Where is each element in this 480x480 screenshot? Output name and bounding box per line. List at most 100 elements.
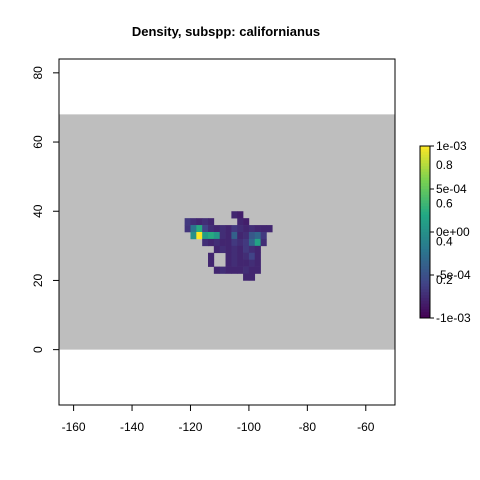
colorbar-segment — [420, 234, 430, 239]
colorbar-label: -5e-04 — [436, 268, 471, 282]
colorbar-segment — [420, 160, 430, 164]
colorbar-segment — [420, 226, 430, 230]
heatmap-cell — [231, 259, 238, 267]
colorbar-segment — [420, 209, 430, 213]
heatmap-cell — [208, 218, 215, 226]
heatmap-cell — [202, 232, 209, 240]
heatmap-cell — [190, 232, 197, 240]
heatmap-cell — [219, 245, 226, 254]
heatmap-cell — [225, 266, 232, 274]
heatmap-cell — [231, 225, 238, 233]
heatmap-cell — [219, 266, 226, 274]
x-tick-label: -140 — [120, 420, 144, 434]
heatmap-cell — [231, 238, 238, 247]
colorbar-segment — [420, 166, 430, 170]
heatmap-cell — [213, 245, 220, 254]
colorbar-segment — [420, 300, 430, 305]
colorbar-segment — [420, 263, 430, 267]
colorbar-segment — [420, 146, 430, 150]
heatmap-cell — [213, 266, 220, 274]
heatmap-cell — [225, 259, 232, 267]
x-tick-label: -100 — [237, 420, 261, 434]
colorbar-segment — [420, 280, 430, 284]
colorbar-segment — [420, 220, 430, 224]
x-tick-label: -160 — [62, 420, 86, 434]
colorbar-segment — [420, 186, 430, 190]
heatmap-cell — [243, 225, 250, 233]
colorbar-label-secondary: 0.8 — [436, 158, 453, 172]
colorbar-label: 1e-03 — [436, 139, 467, 153]
colorbar-segment — [420, 197, 430, 201]
heatmap-cell — [248, 245, 256, 254]
heatmap-cell — [202, 225, 209, 233]
colorbar-label: -1e-03 — [436, 311, 471, 325]
heatmap-cell — [248, 238, 256, 247]
y-tick-label: 20 — [31, 273, 45, 287]
heatmap-cells — [184, 211, 273, 281]
heatmap-cell — [184, 218, 191, 226]
y-tick-label: 0 — [31, 346, 45, 353]
colorbar-segment — [420, 295, 430, 299]
colorbar-segment — [420, 214, 430, 219]
colorbar-segment — [420, 211, 430, 216]
colorbar-segment — [420, 177, 430, 181]
heatmap-cell — [196, 225, 203, 233]
heatmap-cell — [254, 252, 261, 260]
y-tick-label: 60 — [31, 135, 45, 149]
colorbar-segment — [420, 252, 430, 256]
colorbar-label-secondary: 0.6 — [436, 196, 453, 210]
heatmap-cell — [208, 252, 215, 260]
heatmap-cell — [213, 225, 220, 233]
heatmap-cell — [190, 225, 197, 233]
colorbar-segment — [420, 243, 430, 247]
heatmap-cell — [208, 259, 215, 267]
colorbar-segment — [420, 277, 430, 282]
heatmap-cell — [254, 238, 261, 247]
colorbar-segment — [420, 289, 430, 293]
colorbar-segment — [420, 237, 430, 241]
heatmap-cell — [237, 218, 244, 226]
colorbar-segment — [420, 194, 430, 198]
colorbar-segment — [420, 312, 430, 316]
colorbar-segment — [420, 260, 430, 264]
heatmap-cell — [213, 232, 220, 240]
colorbar-segment — [420, 286, 430, 290]
heatmap-cell — [237, 259, 244, 267]
colorbar-segment — [420, 232, 430, 236]
heatmap-cell — [237, 211, 244, 219]
colorbar-label-secondary: 0.4 — [436, 235, 453, 249]
colorbar-label-secondary: 0.2 — [436, 273, 453, 287]
heatmap-cell — [225, 245, 232, 254]
colorbar-segment — [420, 223, 430, 227]
colorbar-segment — [420, 157, 430, 161]
heatmap-cell — [202, 238, 209, 247]
heatmap-cell — [190, 218, 197, 226]
heatmap-cell — [243, 245, 250, 254]
heatmap-cell — [243, 238, 250, 247]
heatmap-cell — [243, 266, 250, 274]
colorbar-legend: 1e-03 5e-04 0e+00 -5e-04 -1e-03 0.8 0.6 0.4 0.2 — [419, 139, 471, 325]
heatmap-cell — [254, 232, 261, 240]
colorbar-segment — [420, 240, 430, 244]
colorbar-segment — [420, 180, 430, 184]
heatmap-cell — [260, 225, 267, 233]
heatmap-cell — [225, 252, 232, 260]
heatmap-cell — [225, 232, 232, 240]
heatmap-cell — [237, 266, 244, 274]
heatmap-cell — [219, 232, 226, 240]
colorbar-segment — [420, 297, 430, 302]
colorbar-segment — [420, 254, 430, 259]
heatmap-cell — [254, 225, 261, 233]
heatmap-cell — [237, 238, 244, 247]
colorbar-segment — [420, 275, 430, 279]
heatmap-cell — [254, 245, 261, 254]
colorbar-segment — [420, 168, 430, 173]
heatmap-cell — [248, 266, 256, 274]
colorbar-segment — [420, 203, 430, 207]
y-axis: 0 20 40 60 80 — [31, 66, 60, 353]
colorbar-segment — [420, 315, 430, 319]
colorbar-segment — [420, 174, 430, 178]
x-tick-label: -120 — [178, 420, 202, 434]
x-axis: -160 -140 -120 -100 -80 -60 — [62, 404, 375, 434]
